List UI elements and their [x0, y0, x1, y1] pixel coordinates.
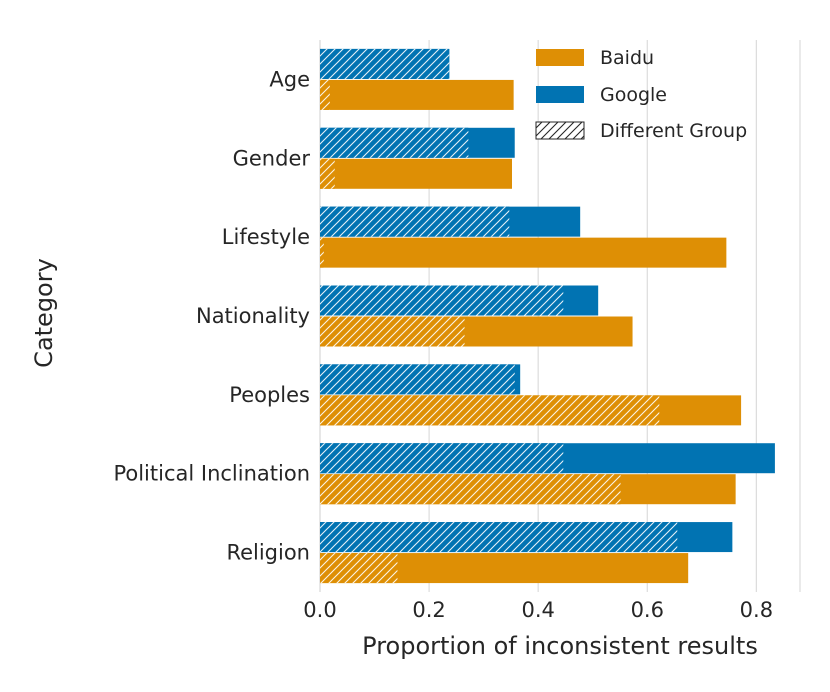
legend-swatch-google [536, 86, 584, 103]
x-axis-title: Proportion of inconsistent results [362, 632, 758, 660]
y-tick-label: Nationality [196, 304, 310, 328]
bar-baidu-gender [320, 158, 512, 189]
hatch-baidu-nationality [320, 316, 465, 347]
y-axis-title: Category [30, 258, 58, 368]
hatch-baidu-peoples [320, 395, 660, 426]
hatch-baidu-political-inclination [320, 474, 621, 505]
x-tick-label: 0.0 [303, 598, 336, 622]
x-tick-label: 0.6 [631, 598, 664, 622]
y-tick-label: Age [269, 67, 310, 91]
bar-baidu-age [320, 79, 514, 110]
hatch-google-peoples [320, 364, 515, 395]
bar-baidu-lifestyle [320, 237, 727, 268]
x-tick-label: 0.4 [521, 598, 554, 622]
legend-label-different-group: Different Group [600, 120, 747, 142]
legend-label-baidu: Baidu [600, 47, 654, 69]
hatch-google-gender [320, 127, 469, 158]
legend-label-google: Google [600, 84, 667, 106]
legend: Baidu Google Different Group [535, 47, 747, 142]
bars [320, 48, 775, 584]
x-tick-label: 0.2 [412, 598, 445, 622]
hatch-baidu-age [320, 79, 330, 110]
legend-swatch-different-group [535, 121, 585, 140]
hatch-baidu-lifestyle [320, 237, 324, 268]
legend-swatch-baidu [536, 49, 584, 66]
x-tick-labels: 0.0 0.2 0.4 0.6 0.8 [303, 598, 773, 622]
y-tick-labels: Age Gender Lifestyle Nationality Peoples Poli… [113, 67, 310, 564]
y-tick-label: Lifestyle [222, 225, 310, 249]
hatch-google-political-inclination [320, 443, 564, 474]
x-tick-label: 0.8 [740, 598, 773, 622]
y-tick-label: Peoples [229, 383, 310, 407]
y-tick-label: Political Inclination [113, 462, 310, 486]
hatch-google-age [320, 48, 450, 79]
hatch-google-religion [320, 522, 678, 553]
y-tick-label: Religion [226, 541, 310, 565]
hatch-baidu-gender [320, 158, 335, 189]
hatch-google-nationality [320, 285, 564, 316]
y-tick-label: Gender [233, 146, 311, 170]
hatch-google-lifestyle [320, 206, 510, 237]
hatch-baidu-religion [320, 553, 398, 584]
